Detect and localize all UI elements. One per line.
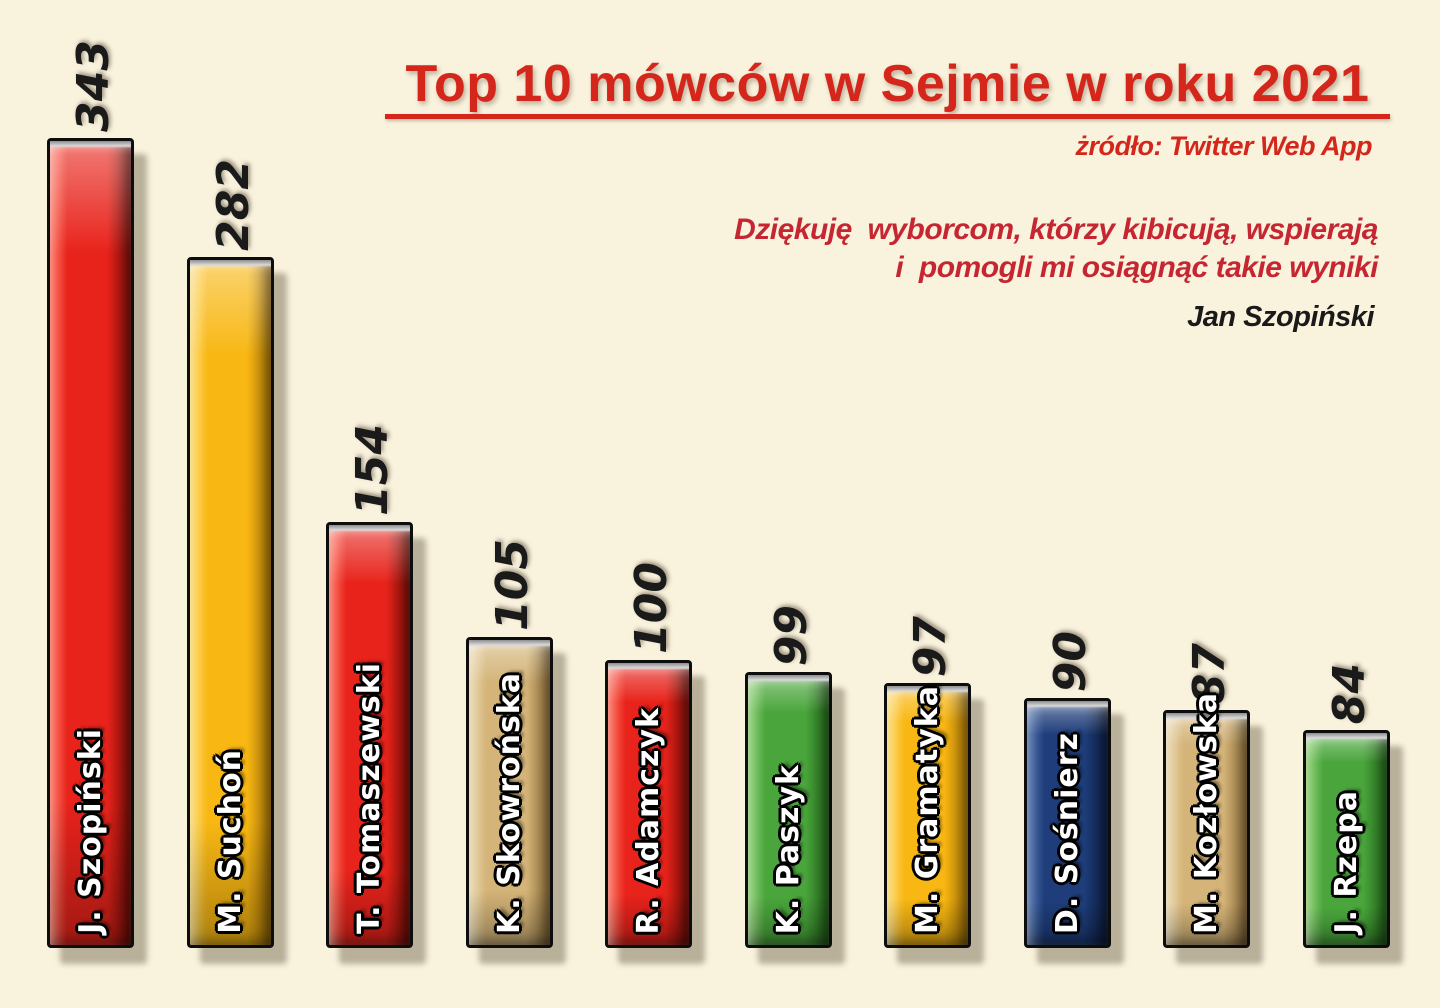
bar-category-label: T. Tomaszewski <box>351 662 387 934</box>
bar-value-label: 97 <box>904 615 956 677</box>
bar-value-label: 105 <box>486 539 538 631</box>
bar-category-label: D. Sośnierz <box>1049 731 1085 934</box>
bar: 84 J. Rzepa <box>1303 663 1390 948</box>
bar-top-bevel <box>469 640 550 647</box>
bar-value-label: 282 <box>207 159 259 251</box>
bar: 90 D. Sośnierz <box>1024 631 1111 948</box>
bar-value-label: 84 <box>1323 662 1375 724</box>
bar-top-bevel <box>1306 733 1387 740</box>
bar-top-bevel <box>608 663 689 670</box>
bar-value-label: 90 <box>1044 630 1096 692</box>
bar: 100 R. Adamczyk <box>605 562 692 948</box>
quote-text: Dziękuję wyborcom, którzy kibicują, wspi… <box>734 211 1378 287</box>
bar-category-label: K. Paszyk <box>770 763 806 934</box>
quote-author: Jan Szopiński <box>1187 301 1374 333</box>
bar-category-label: K. Skowrońska <box>491 672 527 934</box>
bar-category-label: J. Szopiński <box>72 728 108 934</box>
bar-value-label: 343 <box>67 40 119 132</box>
quote-line-1: Dziękuję wyborcom, którzy kibicują, wspi… <box>734 213 1378 246</box>
bar-category-label: M. Kozłowska <box>1188 692 1224 934</box>
bar: 154 T. Tomaszewski <box>326 424 413 948</box>
bar-category-label: M. Gramatyka <box>909 685 945 934</box>
bar: 97 M. Gramatyka <box>884 616 971 948</box>
quote-line-2: i pomogli mi osiągnąć takie wyniki <box>895 251 1378 284</box>
title-underline <box>385 114 1390 119</box>
bar: 343 J. Szopiński <box>47 40 134 948</box>
bar: 282 M. Suchoń <box>187 159 274 948</box>
bar-value-label: 154 <box>346 424 398 516</box>
page-title: Top 10 mówców w Sejmie w roku 2021 <box>405 55 1370 113</box>
bar-top-bevel <box>1166 713 1247 720</box>
bar-category-label: R. Adamczyk <box>630 706 666 934</box>
bar: 99 K. Paszyk <box>745 605 832 948</box>
bar-category-label: M. Suchoń <box>212 749 248 934</box>
bar-top-bevel <box>50 141 131 148</box>
source-caption: żródło: Twitter Web App <box>1075 131 1373 161</box>
bar-value-label: 100 <box>625 562 677 654</box>
bar-top-bevel <box>190 260 271 267</box>
bar: 87 M. Kozłowska <box>1163 643 1250 948</box>
bar: 105 K. Skowrońska <box>466 539 553 948</box>
bar-top-bevel <box>887 686 968 693</box>
bar-top-bevel <box>748 675 829 682</box>
bar-value-label: 99 <box>765 604 817 666</box>
bar-top-bevel <box>1027 701 1108 708</box>
bar-category-label: J. Rzepa <box>1328 790 1364 934</box>
bar-top-bevel <box>329 525 410 532</box>
